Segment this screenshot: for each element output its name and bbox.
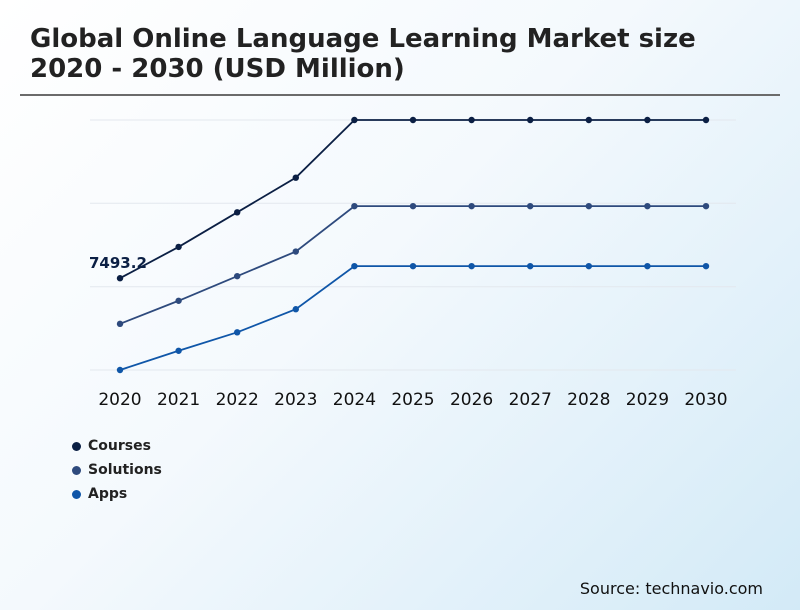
series-courses [116,116,710,282]
data-point [351,262,358,270]
data-point [116,275,124,282]
series-solutions [116,202,710,328]
x-tick-label: 2022 [216,390,259,410]
annotations: 7493.2 [89,254,147,272]
x-tick-label: 2023 [274,390,317,410]
legend-label: Solutions [88,462,162,478]
page-title: Global Online Language Learning Market s… [30,24,696,84]
legend-item-apps: Apps [72,482,162,506]
data-point [527,262,534,270]
data-point [351,116,358,124]
title-divider [20,94,780,96]
legend-label: Courses [88,438,151,454]
x-tick-label: 2029 [626,390,669,410]
x-tick-label: 2025 [391,390,434,410]
legend-item-solutions: Solutions [72,458,162,482]
data-point [175,297,182,304]
legend: Courses Solutions Apps [72,434,162,506]
data-point [585,116,592,124]
legend-item-courses: Courses [72,434,162,458]
source-credit: Source: technavio.com [579,579,763,598]
data-point [175,347,182,354]
data-point [468,262,475,270]
data-point [702,116,710,124]
data-point [468,116,475,124]
data-point [292,174,299,181]
x-axis-ticks: 2020 2021 2022 2023 2024 2025 2026 2027 2028 2029… [98,390,727,410]
data-point [702,262,710,270]
x-tick-label: 2020 [98,390,141,410]
series-line [119,265,706,371]
data-point [234,329,241,336]
data-point [644,202,651,210]
x-tick-label: 2024 [333,390,376,410]
data-point [585,262,592,270]
data-point [585,202,592,210]
x-tick-label: 2028 [567,390,610,410]
data-point [702,202,710,210]
data-label: 7493.2 [89,254,147,272]
data-point [468,202,475,210]
data-point [409,116,417,124]
x-tick-label: 2030 [684,390,727,410]
data-point [116,320,124,328]
series-line [119,119,706,280]
legend-swatch [72,441,81,451]
legend-label: Apps [88,486,128,502]
x-tick-label: 2021 [157,390,200,410]
x-tick-label: 2026 [450,390,493,410]
data-point [234,272,241,280]
data-point [409,262,417,270]
data-point [292,306,299,313]
series-lines [116,116,710,374]
data-point [175,243,182,251]
data-point [234,209,241,216]
data-point [527,202,534,210]
legend-swatch [72,465,81,475]
legend-swatch [72,489,81,499]
grid-lines [90,119,736,371]
x-tick-label: 2027 [509,390,552,410]
data-point [409,202,417,210]
data-point [527,116,534,124]
data-point [351,202,358,210]
data-point [644,116,651,124]
data-point [644,262,651,270]
data-point [292,248,299,255]
series-apps [116,262,710,374]
data-point [116,366,124,374]
